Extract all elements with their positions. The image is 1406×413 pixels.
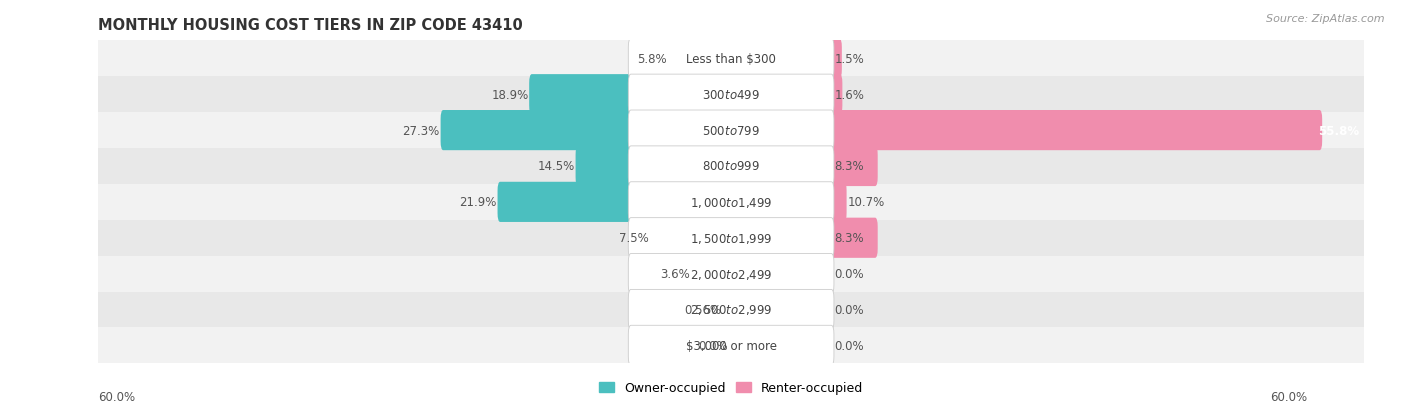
- FancyBboxPatch shape: [628, 254, 834, 294]
- FancyBboxPatch shape: [529, 75, 634, 115]
- Text: 55.8%: 55.8%: [1319, 124, 1360, 137]
- FancyBboxPatch shape: [628, 111, 834, 151]
- Text: 1.6%: 1.6%: [835, 88, 865, 102]
- FancyBboxPatch shape: [828, 111, 1322, 151]
- FancyBboxPatch shape: [785, 147, 877, 187]
- FancyBboxPatch shape: [628, 147, 834, 187]
- Bar: [98, 41, 1364, 77]
- Text: 10.7%: 10.7%: [848, 196, 884, 209]
- Bar: [98, 328, 1364, 363]
- Legend: Owner-occupied, Renter-occupied: Owner-occupied, Renter-occupied: [595, 376, 868, 399]
- Text: $2,500 to $2,999: $2,500 to $2,999: [690, 303, 772, 317]
- FancyBboxPatch shape: [498, 182, 634, 223]
- Text: 14.5%: 14.5%: [537, 160, 575, 173]
- Text: 1.5%: 1.5%: [835, 53, 865, 66]
- Bar: [98, 185, 1364, 220]
- FancyBboxPatch shape: [828, 182, 846, 223]
- Text: 27.3%: 27.3%: [402, 124, 440, 137]
- Text: MONTHLY HOUSING COST TIERS IN ZIP CODE 43410: MONTHLY HOUSING COST TIERS IN ZIP CODE 4…: [98, 18, 523, 33]
- Text: $1,500 to $1,999: $1,500 to $1,999: [690, 231, 772, 245]
- FancyBboxPatch shape: [440, 111, 634, 151]
- FancyBboxPatch shape: [628, 75, 834, 115]
- Text: $800 to $999: $800 to $999: [702, 160, 761, 173]
- Text: Source: ZipAtlas.com: Source: ZipAtlas.com: [1267, 14, 1385, 24]
- Text: 7.5%: 7.5%: [619, 232, 648, 244]
- FancyBboxPatch shape: [785, 218, 877, 258]
- Text: 18.9%: 18.9%: [491, 88, 529, 102]
- Text: 0.56%: 0.56%: [685, 303, 721, 316]
- FancyBboxPatch shape: [821, 39, 842, 79]
- Bar: [98, 77, 1364, 113]
- Text: Less than $300: Less than $300: [686, 53, 776, 66]
- Text: 3.6%: 3.6%: [659, 268, 690, 280]
- FancyBboxPatch shape: [575, 147, 634, 187]
- Text: 0.0%: 0.0%: [699, 339, 728, 352]
- Bar: [98, 113, 1364, 149]
- FancyBboxPatch shape: [820, 75, 842, 115]
- Text: 60.0%: 60.0%: [1271, 390, 1308, 403]
- FancyBboxPatch shape: [628, 218, 834, 258]
- Text: $300 to $499: $300 to $499: [702, 88, 761, 102]
- Text: 0.0%: 0.0%: [835, 303, 865, 316]
- Bar: [98, 220, 1364, 256]
- FancyBboxPatch shape: [628, 39, 834, 79]
- Bar: [98, 292, 1364, 328]
- FancyBboxPatch shape: [628, 325, 834, 366]
- Text: 8.3%: 8.3%: [835, 232, 865, 244]
- Text: 8.3%: 8.3%: [835, 160, 865, 173]
- Text: $3,000 or more: $3,000 or more: [686, 339, 776, 352]
- Text: 0.0%: 0.0%: [835, 268, 865, 280]
- FancyBboxPatch shape: [628, 182, 834, 223]
- FancyBboxPatch shape: [628, 290, 834, 330]
- Text: $500 to $799: $500 to $799: [702, 124, 761, 137]
- Text: 0.0%: 0.0%: [835, 339, 865, 352]
- Text: 60.0%: 60.0%: [98, 390, 135, 403]
- Text: $2,000 to $2,499: $2,000 to $2,499: [690, 267, 772, 281]
- Text: $1,000 to $1,499: $1,000 to $1,499: [690, 195, 772, 209]
- Text: 5.8%: 5.8%: [637, 53, 666, 66]
- Text: 21.9%: 21.9%: [460, 196, 496, 209]
- Bar: [98, 256, 1364, 292]
- Bar: [98, 149, 1364, 185]
